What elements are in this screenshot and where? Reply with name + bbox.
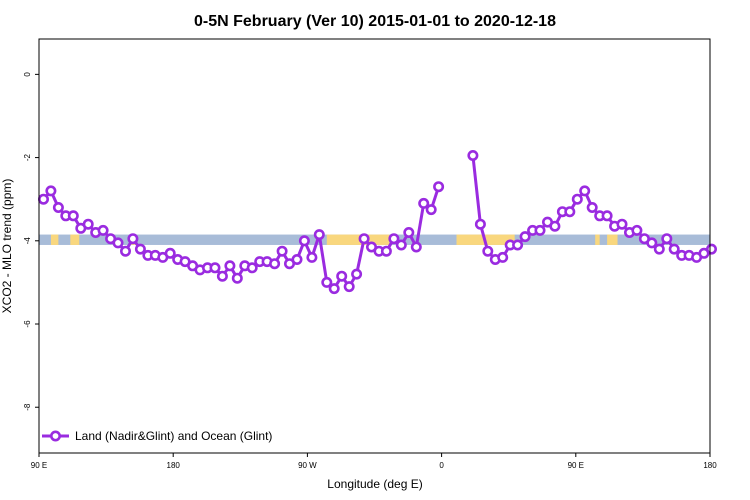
y-tick-label: -4: [23, 237, 32, 245]
data-point: [467, 150, 479, 162]
data-point: [216, 270, 228, 282]
chart-title: 0-5N February (Ver 10) 2015-01-01 to 202…: [194, 13, 556, 30]
data-point: [482, 245, 494, 257]
data-point: [97, 224, 109, 236]
data-point: [425, 204, 437, 216]
land-band-segment: [50, 234, 59, 245]
data-point: [519, 231, 531, 243]
data-point: [661, 233, 673, 245]
data-point: [231, 272, 243, 284]
x-tick-label: 90 E: [568, 461, 584, 470]
data-point: [403, 227, 415, 239]
data-point: [474, 218, 486, 230]
land-band-segment: [326, 234, 390, 245]
data-point: [127, 233, 139, 245]
data-point: [668, 243, 680, 255]
data-point: [549, 220, 561, 232]
data-point: [601, 210, 613, 222]
data-point: [306, 251, 318, 263]
data-point: [631, 224, 643, 236]
data-point: [653, 243, 665, 255]
data-point: [134, 243, 146, 255]
data-point: [224, 260, 236, 272]
data-point: [410, 241, 422, 253]
data-point: [298, 235, 310, 247]
data-point: [269, 258, 281, 270]
land-band-segment: [595, 234, 600, 245]
x-tick-label: 0: [439, 461, 444, 470]
data-point: [45, 185, 57, 197]
data-point: [579, 185, 591, 197]
land-band-segment: [70, 234, 80, 245]
land-band-segment: [607, 234, 618, 245]
data-point: [351, 268, 363, 280]
x-axis: 90 E 180 90 W 0 90 E 180: [31, 453, 717, 470]
x-tick-label: 180: [167, 461, 181, 470]
data-point: [705, 243, 717, 255]
data-point: [336, 270, 348, 282]
data-point: [291, 254, 303, 266]
data-point: [388, 233, 400, 245]
x-tick-label: 180: [703, 461, 717, 470]
data-point: [358, 233, 370, 245]
data-point: [112, 237, 124, 249]
data-point: [564, 206, 576, 218]
y-axis-label: XCO2 - MLO trend (ppm): [0, 179, 14, 314]
data-point: [313, 229, 325, 241]
y-tick-label: -8: [23, 403, 32, 411]
data-point: [37, 193, 49, 205]
data-point: [395, 239, 407, 251]
data-point: [534, 224, 546, 236]
data-point: [328, 283, 340, 295]
data-point: [82, 218, 94, 230]
data-point: [586, 202, 598, 214]
data-points: [37, 150, 717, 295]
x-axis-label: Longitude (deg E): [327, 477, 422, 491]
data-point: [497, 251, 509, 263]
y-tick-label: -6: [23, 320, 32, 328]
y-tick-label: 0: [23, 72, 32, 77]
data-point: [571, 193, 583, 205]
data-point: [246, 262, 258, 274]
data-point: [209, 262, 221, 274]
legend-label: Land (Nadir&Glint) and Ocean (Glint): [75, 429, 272, 443]
data-point: [616, 218, 628, 230]
data-point: [343, 281, 355, 293]
data-point: [276, 245, 288, 257]
x-tick-label: 90 W: [298, 461, 317, 470]
data-point: [380, 245, 392, 257]
data-point: [321, 276, 333, 288]
y-tick-label: -2: [23, 153, 32, 161]
data-point: [67, 210, 79, 222]
legend-marker: [49, 430, 61, 442]
data-point: [418, 197, 430, 209]
data-point: [433, 181, 445, 193]
data-point: [512, 239, 524, 251]
data-point: [52, 202, 64, 214]
plot-frame: [38, 38, 711, 454]
data-point: [646, 237, 658, 249]
legend: Land (Nadir&Glint) and Ocean (Glint): [42, 429, 272, 443]
y-axis: 0 -2 -4 -6 -8: [23, 72, 39, 411]
x-tick-label: 90 E: [31, 461, 47, 470]
data-point: [120, 245, 132, 257]
data-point: [164, 247, 176, 259]
